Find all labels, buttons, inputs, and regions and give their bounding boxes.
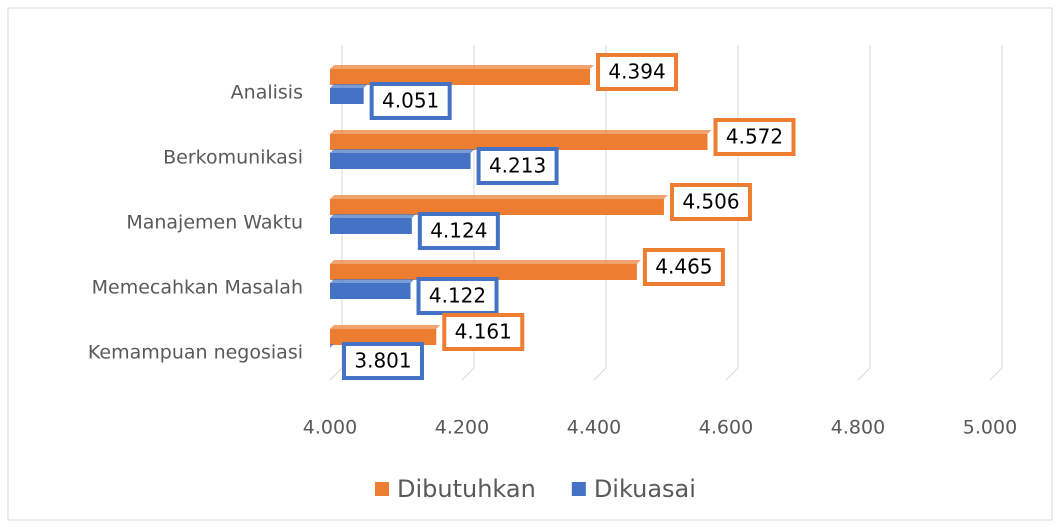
bar — [330, 69, 591, 85]
bars — [330, 65, 712, 348]
legend-label: Dikuasai — [594, 475, 696, 503]
value-label: 4.124 — [430, 219, 487, 243]
y-tick-label: Analisis — [231, 82, 303, 104]
bar — [330, 199, 664, 215]
legend-swatch — [375, 482, 389, 496]
bar-top — [330, 130, 712, 134]
legend-label: Dibutuhkan — [397, 475, 536, 503]
value-label-box — [369, 82, 452, 120]
value-label: 4.394 — [608, 60, 665, 84]
y-tick-label: Manajemen Waktu — [126, 212, 303, 234]
value-label-box — [596, 53, 679, 91]
value-label-box — [476, 147, 559, 185]
bar — [330, 283, 411, 299]
value-label-box — [442, 313, 525, 351]
value-label-box — [713, 118, 796, 156]
value-label: 4.572 — [726, 125, 783, 149]
bar-top — [330, 325, 441, 329]
bar — [330, 218, 412, 234]
grid-line — [461, 45, 475, 381]
grid-line — [857, 45, 871, 381]
y-tick-label: Berkomunikasi — [163, 147, 303, 169]
bar-top — [330, 65, 595, 69]
bar-top — [330, 260, 641, 264]
bar-top — [330, 214, 416, 218]
bar-top — [330, 279, 415, 283]
legend-swatch — [571, 482, 586, 496]
x-tick-label: 4.400 — [567, 417, 621, 439]
value-label: 4.213 — [489, 154, 546, 178]
bar — [330, 88, 364, 104]
bar — [330, 153, 471, 169]
value-label-box — [417, 212, 500, 250]
x-tick-label: 4.000 — [303, 417, 357, 439]
value-label-box — [342, 342, 424, 380]
value-label: 4.506 — [682, 190, 739, 214]
x-tick-label: 4.600 — [699, 417, 753, 439]
bar-top — [330, 344, 334, 348]
bar — [330, 134, 708, 150]
labels: 4.000 4.200 4.400 4.600 4.800 5.000 Analisis 4.… — [88, 53, 1017, 503]
y-tick-label: Kemampuan negosiasi — [88, 342, 303, 364]
value-label: 4.051 — [382, 89, 439, 113]
bar-top — [330, 149, 475, 153]
bar-top — [330, 84, 368, 88]
grid-line — [989, 45, 1003, 381]
grid-line — [593, 45, 607, 381]
value-label-box — [669, 183, 752, 221]
x-tick-label: 4.200 — [435, 417, 489, 439]
value-label: 4.122 — [429, 284, 486, 308]
bar — [330, 264, 637, 280]
bar — [330, 329, 437, 345]
value-label: 3.801 — [354, 349, 411, 373]
value-label: 4.465 — [655, 255, 712, 279]
y-tick-label: Memecahkan Masalah — [92, 277, 303, 299]
x-tick-label: 5.000 — [963, 417, 1017, 439]
value-label-box — [642, 248, 725, 286]
bar-top — [330, 195, 668, 199]
value-label-box — [416, 277, 499, 315]
x-tick-label: 4.800 — [831, 417, 885, 439]
value-label: 4.161 — [455, 320, 512, 344]
